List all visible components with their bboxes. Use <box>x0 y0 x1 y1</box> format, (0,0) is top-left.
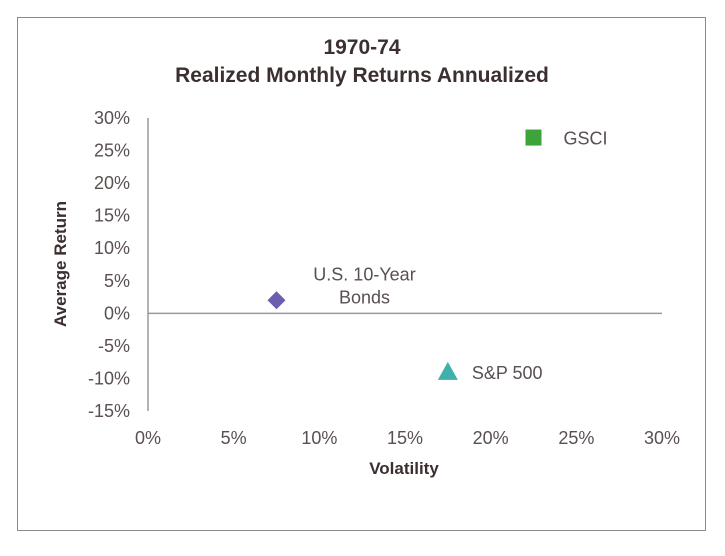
y-tick-label: -10% <box>88 368 130 388</box>
point-label: U.S. 10-Year <box>313 264 415 284</box>
x-tick-label: 0% <box>135 428 161 448</box>
x-tick-labels: 0% 5% 10% 15% 20% 25% 30% <box>135 428 680 448</box>
y-tick-labels: 30% 25% 20% 15% 10% 5% 0% -5% -10% -15% <box>88 108 130 421</box>
y-axis-label: Average Return <box>51 201 70 327</box>
y-tick-label: 5% <box>104 271 130 291</box>
y-tick-label: 10% <box>94 238 130 258</box>
point-label: S&P 500 <box>472 363 543 383</box>
y-tick-label: 0% <box>104 303 130 323</box>
x-tick-label: 20% <box>473 428 509 448</box>
y-tick-label: -15% <box>88 401 130 421</box>
x-tick-label: 5% <box>221 428 247 448</box>
chart-frame <box>17 17 706 531</box>
y-tick-label: -5% <box>98 336 130 356</box>
point-marker-square <box>525 129 542 146</box>
x-tick-label: 25% <box>558 428 594 448</box>
y-tick-label: 25% <box>94 141 130 161</box>
x-tick-label: 10% <box>301 428 337 448</box>
chart-title-line1: 1970-74 <box>323 36 400 59</box>
data-points <box>267 129 542 380</box>
x-tick-label: 30% <box>644 428 680 448</box>
point-label: Bonds <box>339 287 390 307</box>
y-tick-label: 15% <box>94 206 130 226</box>
point-labels: GSCI U.S. 10-Year Bonds S&P 500 <box>313 129 607 383</box>
point-marker-triangle <box>437 361 458 380</box>
y-tick-label: 30% <box>94 108 130 128</box>
chart-title-line2: Realized Monthly Returns Annualized <box>175 64 549 87</box>
x-axis-label: Volatility <box>369 459 439 478</box>
point-marker-diamond <box>267 291 286 310</box>
y-tick-label: 20% <box>94 173 130 193</box>
point-label: GSCI <box>564 129 608 149</box>
x-tick-label: 15% <box>387 428 423 448</box>
